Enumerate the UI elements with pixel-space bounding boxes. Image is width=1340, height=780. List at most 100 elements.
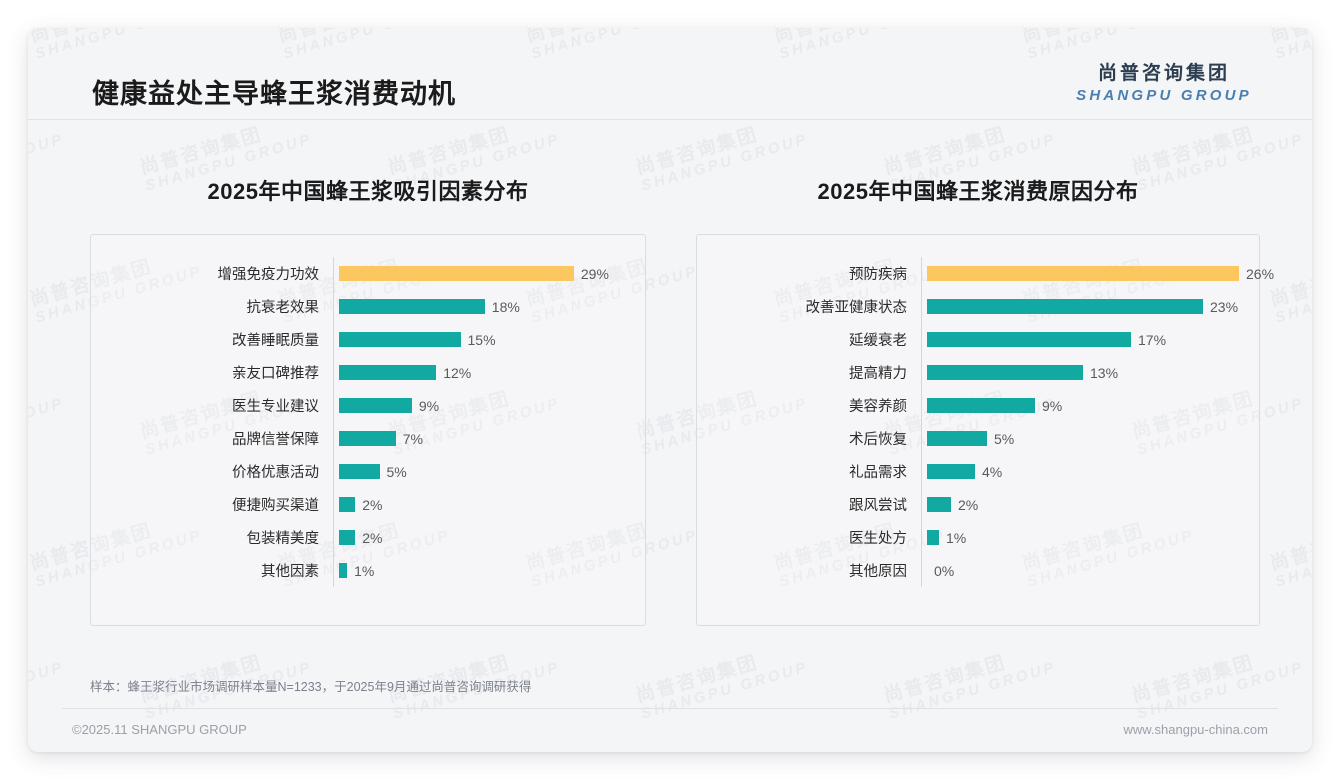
bar[interactable]: [927, 365, 1083, 380]
bar[interactable]: [927, 299, 1203, 314]
brand-logo: 尚普咨询集团 SHANGPU GROUP: [1064, 62, 1264, 105]
bar-track: 1%: [333, 554, 629, 587]
sample-footnote: 样本：蜂王浆行业市场调研样本量N=1233，于2025年9月通过尚普咨询调研获得: [90, 680, 532, 694]
bar[interactable]: [339, 530, 356, 545]
slide-footer: ©2025.11 SHANGPU GROUP www.shangpu-china…: [28, 708, 1312, 752]
bar-category-label: 抗衰老效果: [246, 300, 320, 316]
bar-value-label: 13%: [1090, 364, 1119, 381]
bar-track: 9%: [921, 389, 1243, 422]
bar-category-label: 其他因素: [261, 564, 319, 580]
bar-row: 包装精美度 2%: [91, 521, 629, 554]
copyright-text: ©2025.11 SHANGPU GROUP: [72, 722, 247, 737]
chart-column-left: 2025年中国蜂王浆吸引因素分布 增强免疫力功效 29% 抗衰老效果 18% 改善睡眠质…: [90, 120, 646, 626]
bar-category-label: 医生处方: [849, 531, 907, 547]
bar-category-label: 礼品需求: [849, 465, 907, 481]
bar-value-label: 12%: [443, 364, 472, 381]
bar[interactable]: [339, 299, 485, 314]
bar-row: 提高精力 13%: [697, 356, 1243, 389]
bar-value-label: 2%: [362, 496, 383, 513]
bar-row: 改善睡眠质量 15%: [91, 323, 629, 356]
bar-track: 17%: [921, 323, 1243, 356]
bar-category-label: 提高精力: [849, 366, 907, 382]
bar-track: 23%: [921, 290, 1243, 323]
bar-category-label: 品牌信誉保障: [232, 432, 319, 448]
chart-title-attraction-factors: 2025年中国蜂王浆吸引因素分布: [207, 179, 529, 204]
bar[interactable]: [339, 563, 348, 578]
bar-track: 15%: [333, 323, 629, 356]
bar-category-label: 改善睡眠质量: [232, 333, 319, 349]
bar-row: 预防疾病 26%: [697, 257, 1274, 290]
bar[interactable]: [927, 464, 975, 479]
bar-category-label: 亲友口碑推荐: [232, 366, 319, 382]
bar[interactable]: [339, 431, 396, 446]
bar-category-label: 跟风尝试: [849, 498, 907, 514]
bar-category-label: 预防疾病: [849, 267, 907, 283]
bar[interactable]: [339, 365, 437, 380]
bar-track: 4%: [921, 455, 1243, 488]
bar-row: 便捷购买渠道 2%: [91, 488, 629, 521]
bar-track: 2%: [333, 521, 629, 554]
bar[interactable]: [339, 398, 412, 413]
bar[interactable]: [339, 464, 380, 479]
bar-value-label: 17%: [1138, 331, 1167, 348]
bar[interactable]: [927, 530, 939, 545]
bar[interactable]: [927, 266, 1239, 281]
bar-value-label: 29%: [580, 265, 609, 282]
bar-row: 品牌信誉保障 7%: [91, 422, 629, 455]
bar[interactable]: [339, 332, 461, 347]
bar-track: 5%: [921, 422, 1243, 455]
bar[interactable]: [339, 497, 356, 512]
chart-panel-consumption-reasons: 预防疾病 26% 改善亚健康状态 23% 延缓衰老 17% 提高精力 13% 美容养颜 9% 术后恢…: [696, 234, 1274, 626]
bar-value-label: 18%: [491, 298, 520, 315]
bar-row: 价格优惠活动 5%: [91, 455, 629, 488]
bar[interactable]: [927, 398, 1035, 413]
bar[interactable]: [927, 497, 951, 512]
bar-row: 抗衰老效果 18%: [91, 290, 629, 323]
bar-value-label: 2%: [362, 529, 383, 546]
bar-value-label: 7%: [402, 430, 423, 447]
bar[interactable]: [927, 332, 1131, 347]
bar-value-label: 23%: [1210, 298, 1239, 315]
bar-row: 改善亚健康状态 23%: [697, 290, 1243, 323]
bar-rows-attraction-factors: 增强免疫力功效 29% 抗衰老效果 18% 改善睡眠质量 15% 亲友口碑推荐 12% 医生专业…: [91, 257, 629, 587]
bar-track: 13%: [921, 356, 1243, 389]
bar-value-label: 5%: [386, 463, 407, 480]
bar[interactable]: [927, 431, 987, 446]
bar-row: 延缓衰老 17%: [697, 323, 1243, 356]
bar-value-label: 9%: [418, 397, 440, 414]
footer-divider: [62, 708, 1278, 709]
bar-track: 5%: [333, 455, 629, 488]
bar-row: 美容养颜 9%: [697, 389, 1243, 422]
bar-track: 18%: [333, 290, 629, 323]
bar-row: 其他因素 1%: [91, 554, 629, 587]
bar-track: 9%: [333, 389, 629, 422]
bar-track: 26%: [921, 257, 1274, 290]
bar-row: 医生专业建议 9%: [91, 389, 629, 422]
bar-row: 增强免疫力功效 29%: [91, 257, 629, 290]
chart-panel-attraction-factors: 增强免疫力功效 29% 抗衰老效果 18% 改善睡眠质量 15% 亲友口碑推荐 12% 医生专业…: [90, 234, 646, 626]
slide-header: 健康益处主导蜂王浆消费动机 尚普咨询集团 SHANGPU GROUP: [28, 28, 1312, 120]
bar-track: 12%: [333, 356, 629, 389]
bar-track: 0%: [921, 554, 1243, 587]
bar[interactable]: [339, 266, 574, 281]
chart-title-consumption-reasons: 2025年中国蜂王浆消费原因分布: [817, 179, 1139, 204]
bar-category-label: 改善亚健康状态: [805, 300, 908, 316]
bar-row: 医生处方 1%: [697, 521, 1243, 554]
bar-category-label: 价格优惠活动: [232, 465, 319, 481]
logo-english-text: SHANGPU GROUP: [1076, 86, 1252, 104]
bar-value-label: 15%: [467, 331, 496, 348]
bar-value-label: 1%: [946, 529, 967, 546]
bar-category-label: 美容养颜: [849, 399, 907, 415]
website-url[interactable]: www.shangpu-china.com: [1123, 722, 1268, 737]
bar-category-label: 医生专业建议: [232, 399, 319, 415]
bar-value-label: 0%: [934, 562, 955, 579]
bar-category-label: 术后恢复: [849, 432, 907, 448]
bar-track: 1%: [921, 521, 1243, 554]
bar-track: 2%: [921, 488, 1243, 521]
bar-category-label: 延缓衰老: [849, 333, 907, 349]
